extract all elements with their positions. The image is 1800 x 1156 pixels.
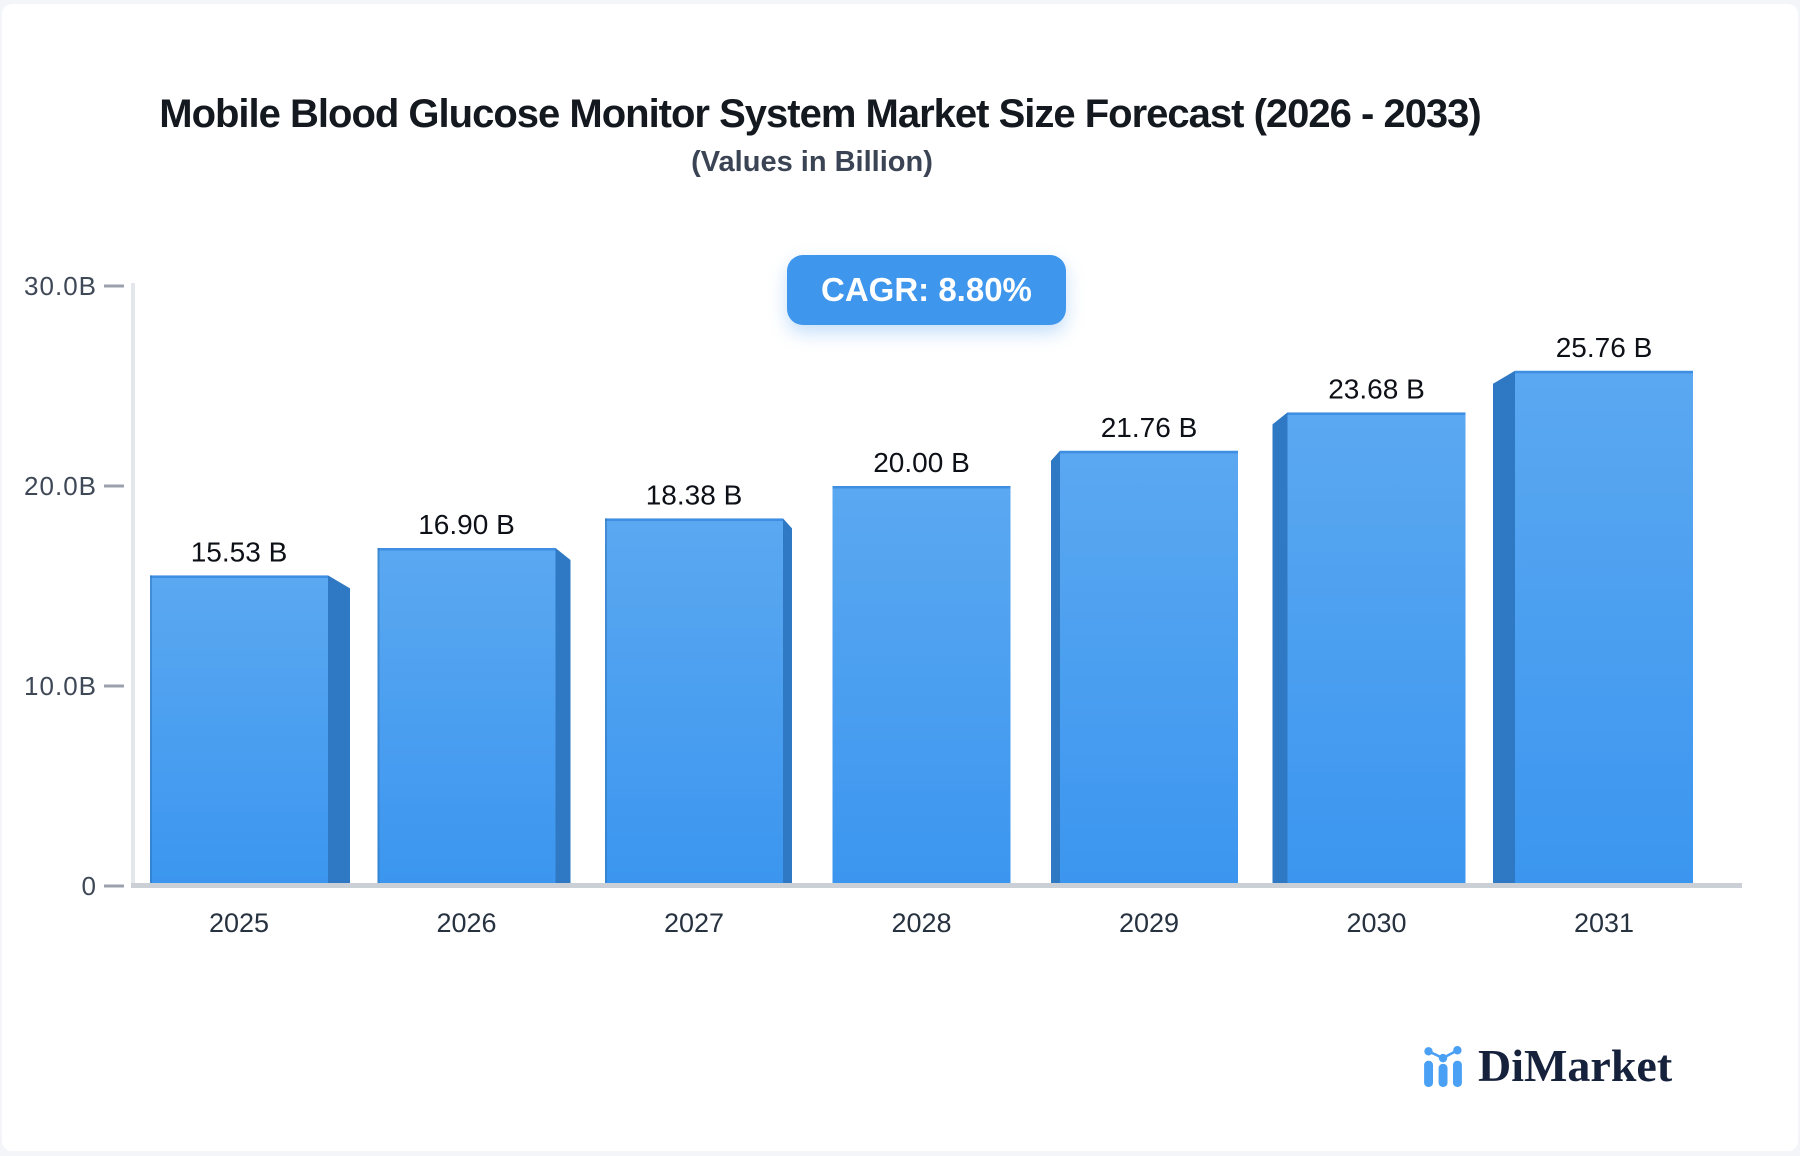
bar-group-2026: 16.90 B 2026 (377, 509, 571, 938)
bar-side-2030 (1272, 412, 1288, 886)
value-label-2028: 20.00 B (873, 447, 970, 478)
category-label-2029: 2029 (1119, 908, 1179, 938)
bar-side-2027 (783, 518, 792, 886)
bar-2031[interactable] (1515, 370, 1693, 886)
value-label-2030: 23.68 B (1328, 373, 1425, 404)
x-axis-baseline (131, 883, 1742, 888)
bar-2028[interactable] (832, 486, 1011, 886)
bar-side-2029 (1051, 450, 1060, 886)
bar-2026[interactable] (377, 548, 556, 886)
bar-side-2026 (555, 548, 571, 886)
chart-subtitle: (Values in Billion) (691, 146, 933, 178)
dimarket-logo: DiMarket (1422, 1038, 1672, 1094)
category-label-2030: 2030 (1346, 908, 1406, 938)
bar-group-2030: 23.68 B 2030 (1272, 373, 1466, 938)
bar-group-2027: 18.38 B 2027 (605, 479, 792, 938)
category-label-2027: 2027 (664, 908, 724, 938)
category-label-2025: 2025 (209, 908, 269, 938)
bar-2030[interactable] (1287, 412, 1466, 886)
bar-side-2025 (328, 575, 350, 886)
y-tick-label-0: 0 (82, 871, 97, 901)
y-tick-30 (104, 284, 124, 288)
y-tick-label-10: 10.0B (24, 671, 97, 701)
category-label-2031: 2031 (1574, 908, 1634, 938)
cagr-badge: CAGR: 8.80% (787, 255, 1066, 325)
bar-2025[interactable] (150, 575, 328, 886)
category-label-2028: 2028 (891, 908, 951, 938)
bar-group-2029: 21.76 B 2029 (1051, 412, 1238, 938)
value-label-2029: 21.76 B (1101, 412, 1198, 443)
dimarket-logo-text: DiMarket (1478, 1040, 1673, 1091)
y-tick-label-30: 30.0B (24, 271, 97, 301)
value-label-2026: 16.90 B (418, 509, 515, 540)
page-title: Mobile Blood Glucose Monitor System Mark… (159, 92, 1482, 136)
bar-2029[interactable] (1060, 450, 1238, 886)
category-label-2026: 2026 (436, 908, 496, 938)
bar-side-2031 (1493, 370, 1515, 886)
value-label-2027: 18.38 B (646, 479, 743, 510)
y-tick-20 (104, 484, 124, 488)
bar-chart-logo-icon (1424, 1046, 1462, 1087)
bar-group-2031: 25.76 B 2031 (1493, 332, 1693, 938)
y-tick-0 (104, 884, 124, 888)
bar-group-2028: 20.00 B 2028 (832, 447, 1011, 938)
y-tick-label-20: 20.0B (24, 471, 97, 501)
value-label-2025: 15.53 B (191, 536, 288, 567)
y-axis-line (131, 283, 135, 886)
bar-2027[interactable] (605, 518, 783, 886)
bar-group-2025: 15.53 B 2025 (150, 536, 350, 938)
value-label-2031: 25.76 B (1556, 332, 1653, 363)
y-tick-10 (104, 684, 124, 688)
